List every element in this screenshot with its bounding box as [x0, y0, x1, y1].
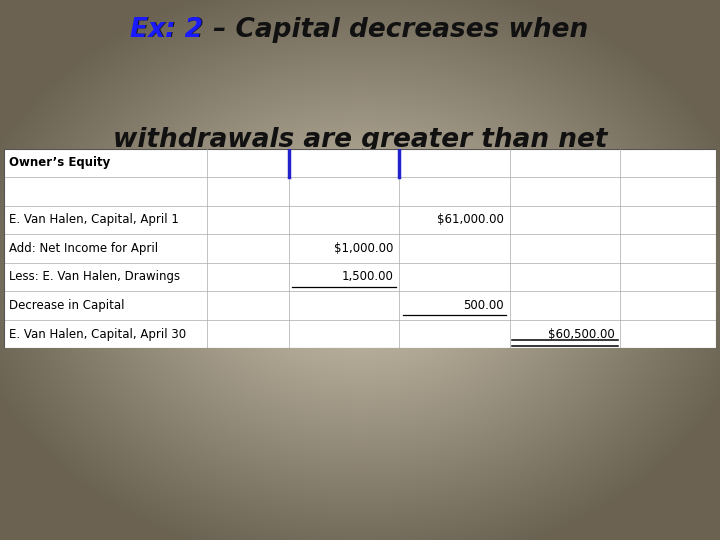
- Text: E. Van Halen, Capital, April 1: E. Van Halen, Capital, April 1: [9, 213, 179, 226]
- Text: Decrease in Capital: Decrease in Capital: [9, 299, 125, 312]
- Text: Less: E. Van Halen, Drawings: Less: E. Van Halen, Drawings: [9, 271, 181, 284]
- Text: Owner’s Equity: Owner’s Equity: [9, 156, 111, 169]
- Text: 500.00: 500.00: [464, 299, 504, 312]
- Text: 1,500.00: 1,500.00: [341, 271, 394, 284]
- Text: $1,000.00: $1,000.00: [334, 242, 394, 255]
- Text: $61,000.00: $61,000.00: [437, 213, 504, 226]
- Text: Add: Net Income for April: Add: Net Income for April: [9, 242, 158, 255]
- Text: withdrawals are greater than net: withdrawals are greater than net: [113, 127, 607, 153]
- Text: Ex: 2: Ex: 2: [130, 17, 204, 43]
- Text: E. Van Halen, Capital, April 30: E. Van Halen, Capital, April 30: [9, 328, 186, 341]
- Text: Ex: 2 – Capital decreases when: Ex: 2 – Capital decreases when: [131, 17, 589, 43]
- Text: $60,500.00: $60,500.00: [548, 328, 614, 341]
- Text: income:: income:: [301, 234, 419, 260]
